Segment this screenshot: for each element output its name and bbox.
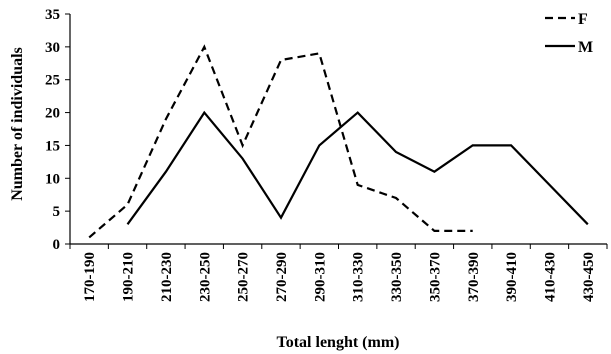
y-tick-label: 15 [45, 138, 60, 154]
x-tick-label: 290-310 [312, 252, 328, 302]
x-tick-label: 170-190 [82, 252, 98, 302]
x-tick-label: 210-230 [159, 252, 175, 302]
x-tick-label: 270-290 [274, 252, 290, 302]
y-tick-label: 30 [45, 40, 60, 56]
x-tick-label: 230-250 [197, 252, 213, 302]
x-tick-label: 350-370 [427, 252, 443, 302]
axes: 0 5 10 15 20 25 30 35 170-190 190-210 210-230 230-2… [45, 7, 608, 302]
series-layer [88, 44, 589, 239]
y-tick-label: 25 [45, 73, 60, 89]
y-tick-label: 35 [45, 7, 60, 23]
x-tick-label: 190-210 [121, 252, 137, 302]
y-tick-label: 0 [53, 237, 61, 253]
legend-label-F: F [578, 11, 588, 28]
y-tick-label: 10 [45, 171, 60, 187]
series-line-F [88, 44, 473, 239]
x-tick-label: 390-410 [504, 252, 520, 302]
x-tick-label: 310-330 [351, 252, 367, 302]
legend-label-M: M [578, 39, 593, 56]
legend: FM [545, 11, 593, 56]
x-tick-label: 250-270 [236, 252, 252, 302]
y-tick-label: 5 [53, 204, 61, 220]
x-tick-label: 430-450 [581, 252, 597, 302]
x-axis-title: Total lenght (mm) [277, 334, 400, 351]
x-tick-label: 410-430 [542, 252, 558, 302]
series-line-M [126, 110, 589, 226]
x-tick-label: 370-390 [466, 252, 482, 302]
y-tick-label: 20 [45, 106, 60, 122]
x-tick-label: 330-350 [389, 252, 405, 302]
y-axis-title: Number of individuals [9, 47, 26, 201]
